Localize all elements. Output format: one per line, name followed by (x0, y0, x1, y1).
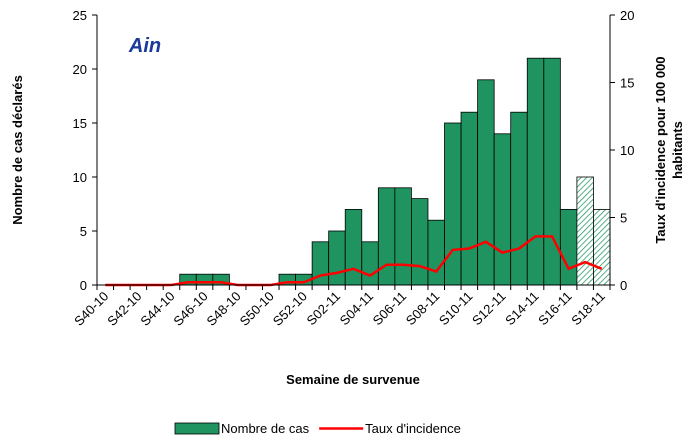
bar (427, 219, 445, 286)
x-tick-label: S44-10 (137, 289, 177, 329)
y2-tick-label: 0 (620, 278, 627, 293)
x-tick-label: S18-11 (568, 289, 608, 329)
bar (394, 187, 412, 286)
bar (444, 122, 462, 286)
y-axis-label: Nombre de cas déclarés (10, 75, 25, 225)
bar (593, 208, 611, 286)
bar (477, 79, 495, 286)
bar (543, 57, 561, 286)
bar (576, 176, 594, 286)
bar (328, 230, 346, 286)
x-tick-label: S10-11 (436, 289, 476, 329)
y2-axis-label: Taux d'incidence pour 100 000 (653, 56, 668, 243)
x-axis-label: Semaine de survenue (286, 372, 420, 387)
bar (493, 133, 512, 286)
legend-label: Nombre de cas (221, 421, 310, 436)
x-tick-label: S06-11 (370, 289, 410, 329)
legend-swatch (174, 422, 220, 435)
x-tick-label: S52-10 (270, 289, 310, 329)
x-tick-label: S08-11 (403, 289, 443, 329)
y-tick-label: 0 (80, 278, 87, 293)
bar (377, 187, 396, 286)
y-tick-label: 25 (73, 8, 87, 23)
bar (344, 208, 363, 286)
y2-tick-label: 10 (620, 143, 634, 158)
x-tick-label: S14-11 (502, 289, 542, 329)
chart-title: Ain (128, 35, 161, 57)
x-tick-label: S50-10 (237, 289, 277, 329)
bar (460, 111, 479, 286)
y2-axis-label: habitants (670, 121, 685, 179)
line (105, 235, 603, 287)
y-tick-label: 10 (73, 170, 87, 185)
bar (411, 198, 429, 286)
x-tick-label: S46-10 (170, 289, 210, 329)
y2-tick-label: 5 (620, 211, 627, 226)
x-tick-label: S42-10 (104, 289, 144, 329)
x-tick-label: S12-11 (469, 289, 509, 329)
legend: Nombre de cas Taux d'incidence (174, 421, 461, 436)
legend-label: Taux d'incidence (365, 421, 461, 436)
x-tick-label: S04-11 (337, 289, 377, 329)
bar (361, 241, 379, 286)
x-tick-label: S40-10 (71, 289, 111, 329)
x-tick-label: S16-11 (535, 289, 575, 329)
bar (510, 111, 528, 286)
y-tick-label: 20 (73, 62, 87, 77)
y2-tick-label: 20 (620, 8, 634, 23)
x-tick-label: S48-10 (204, 289, 244, 329)
y-tick-label: 5 (80, 224, 87, 239)
x-tick-label: S02-11 (303, 289, 343, 329)
bar (526, 57, 545, 286)
bar (559, 208, 578, 286)
y-tick-label: 15 (73, 116, 87, 131)
y2-tick-label: 15 (620, 76, 634, 91)
